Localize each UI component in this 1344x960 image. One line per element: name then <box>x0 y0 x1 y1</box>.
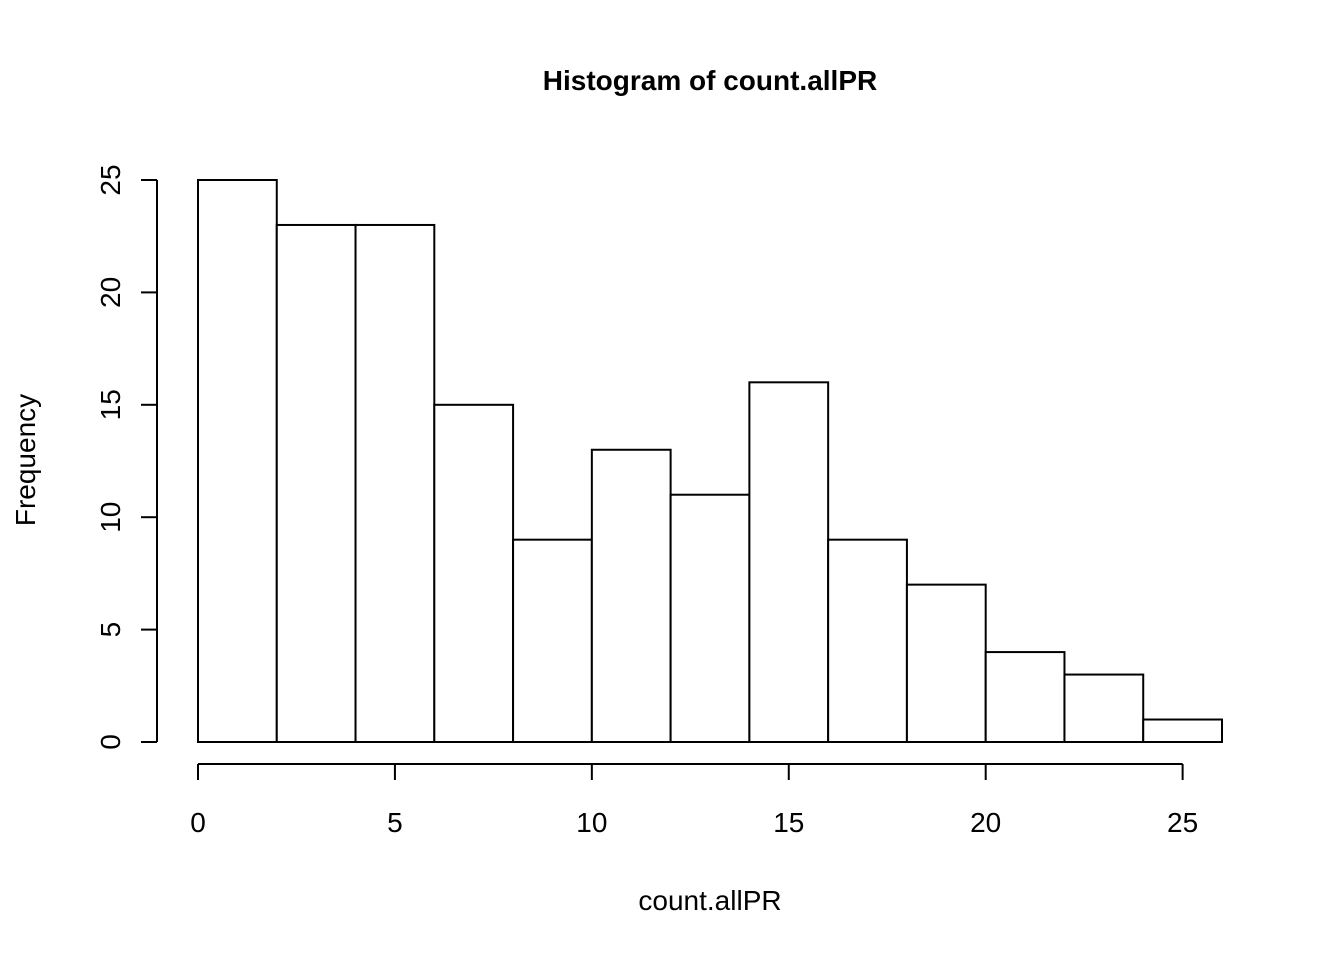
x-tick-label: 15 <box>773 807 804 838</box>
histogram-bar <box>748 381 830 743</box>
histogram-bar <box>669 493 751 743</box>
x-axis: 0 5 10 15 20 25 <box>190 763 1198 838</box>
x-axis-label: count.allPR <box>638 885 781 916</box>
x-tick-label: 20 <box>970 807 1001 838</box>
histogram-bar <box>512 538 593 743</box>
x-tick-label: 0 <box>190 807 206 838</box>
y-tick-label: 10 <box>95 502 126 533</box>
y-tick-label: 0 <box>95 734 126 750</box>
y-axis-label: Frequency <box>10 394 41 526</box>
histogram-bar <box>275 223 357 743</box>
chart-title: Histogram of count.allPR <box>543 65 877 96</box>
histogram-bar <box>984 651 1066 744</box>
histogram-bar <box>905 583 987 744</box>
histogram-bar <box>827 538 908 743</box>
histogram-bar <box>354 223 436 743</box>
histogram-bar <box>433 403 515 743</box>
y-axis: 0 5 10 15 20 25 <box>95 164 158 750</box>
bars-group <box>197 179 1223 744</box>
y-tick-label: 20 <box>95 277 126 308</box>
y-tick-label: 5 <box>95 622 126 638</box>
y-tick-label: 15 <box>95 389 126 420</box>
x-tick-label: 10 <box>576 807 607 838</box>
histogram-bar <box>1063 673 1145 743</box>
histogram-bar <box>590 448 672 743</box>
y-tick-label: 25 <box>95 164 126 195</box>
x-tick-label: 5 <box>387 807 403 838</box>
histogram-bar <box>1142 718 1223 744</box>
histogram-bar <box>197 179 278 743</box>
x-tick-label: 25 <box>1167 807 1198 838</box>
